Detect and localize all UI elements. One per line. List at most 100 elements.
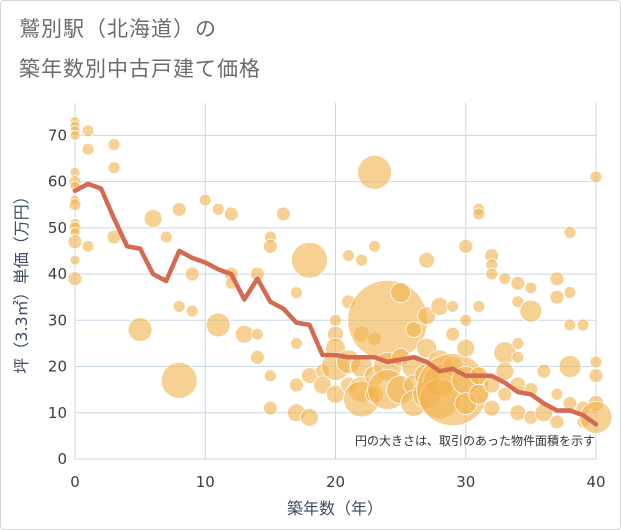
data-bubble	[456, 338, 476, 358]
data-bubble	[160, 362, 198, 399]
data-bubble	[509, 404, 527, 422]
data-bubble	[342, 249, 355, 262]
data-bubble	[249, 349, 265, 365]
data-bubble	[357, 154, 392, 190]
y-tick-label: 40	[48, 265, 67, 283]
x-tick-label: 10	[196, 473, 215, 491]
data-bubble	[184, 266, 200, 282]
y-axis-title: 坪（3.3㎡）単価（万円）	[12, 188, 31, 373]
data-bubble	[81, 142, 95, 156]
data-bubble	[313, 375, 332, 395]
data-bubble	[511, 350, 525, 364]
data-bubble	[290, 286, 303, 299]
data-bubble	[445, 326, 461, 342]
data-bubble	[563, 318, 577, 332]
data-bubble	[143, 209, 163, 228]
data-bubble	[290, 337, 303, 350]
data-bubble	[300, 407, 319, 427]
data-bubble	[68, 198, 82, 212]
data-bubble	[69, 129, 81, 141]
data-bubble	[458, 238, 474, 254]
data-bubble	[549, 289, 565, 305]
data-bubble	[511, 295, 525, 309]
y-tick-label: 30	[48, 311, 67, 329]
data-bubble	[459, 313, 473, 327]
data-bubble	[262, 400, 278, 416]
data-bubble	[472, 207, 486, 221]
data-bubble	[468, 383, 490, 405]
data-bubble	[69, 254, 81, 266]
data-bubble	[510, 275, 526, 291]
data-bubble	[563, 226, 577, 239]
y-tick-label: 50	[48, 219, 67, 237]
bubble-layer	[67, 116, 613, 434]
data-bubble	[497, 386, 513, 402]
x-tick-label: 40	[586, 473, 605, 491]
data-bubble	[589, 170, 603, 184]
data-bubble	[171, 201, 187, 217]
y-tick-label: 10	[48, 404, 67, 422]
y-tick-label: 70	[48, 126, 67, 144]
data-bubble	[511, 337, 525, 350]
data-bubble	[81, 239, 95, 253]
data-bubble	[418, 251, 436, 269]
data-bubble	[430, 297, 450, 316]
y-tick-label: 20	[48, 358, 67, 376]
trend-line	[72, 181, 599, 427]
data-bubble	[485, 267, 499, 281]
y-tick-label: 60	[48, 173, 67, 191]
x-tick-label: 20	[326, 473, 345, 491]
data-bubble	[483, 399, 501, 417]
data-bubble	[107, 161, 121, 175]
data-bubble	[159, 230, 173, 244]
chart-title-line2: 築年数別中古戸建て価格	[19, 57, 261, 81]
data-bubble	[263, 369, 277, 383]
data-bubble	[262, 238, 278, 254]
x-tick-label: 30	[456, 473, 475, 491]
trend-layer	[72, 181, 599, 427]
data-bubble	[495, 361, 515, 381]
data-bubble	[579, 400, 613, 434]
data-bubble	[519, 299, 543, 323]
data-bubble	[289, 377, 304, 393]
x-tick-label: 0	[70, 473, 80, 491]
y-tick-label: 0	[57, 450, 67, 468]
data-bubble	[107, 138, 121, 152]
data-bubble	[198, 193, 212, 207]
data-bubble	[563, 286, 577, 299]
data-bubble	[355, 253, 368, 267]
data-bubble	[558, 355, 582, 378]
data-bubble	[205, 312, 231, 338]
data-bubble	[536, 363, 552, 379]
data-bubble	[405, 321, 423, 338]
data-bubble	[275, 206, 291, 222]
data-bubble	[81, 124, 95, 138]
data-bubble	[234, 324, 254, 344]
data-bubble	[390, 282, 412, 303]
tick-labels: 0 10 20 30 40 0 10 20 30 40 50 60 70	[48, 126, 606, 491]
data-bubble	[329, 313, 342, 327]
data-bubble	[588, 368, 604, 384]
data-bubble	[223, 206, 239, 222]
data-bubble	[589, 355, 603, 369]
data-bubble	[472, 300, 486, 313]
data-bubble	[67, 234, 83, 250]
data-bubble	[417, 306, 437, 326]
chart-title-line1: 鷲別駅（北海道）の	[19, 17, 217, 41]
data-bubble	[67, 271, 83, 287]
data-bubble	[291, 241, 328, 279]
data-bubble	[368, 239, 381, 253]
data-bubble	[550, 387, 564, 401]
data-bubble	[549, 271, 565, 287]
data-bubble	[446, 300, 460, 313]
data-bubble	[127, 317, 153, 342]
data-bubble	[347, 279, 429, 361]
data-bubble	[211, 202, 225, 216]
data-bubble	[549, 414, 565, 430]
bubble-size-note: 円の大きさは、取引のあった物件面積を示す	[355, 433, 595, 448]
data-bubble	[185, 304, 199, 318]
x-axis-title: 築年数（年）	[287, 499, 383, 518]
data-bubble	[172, 300, 186, 313]
